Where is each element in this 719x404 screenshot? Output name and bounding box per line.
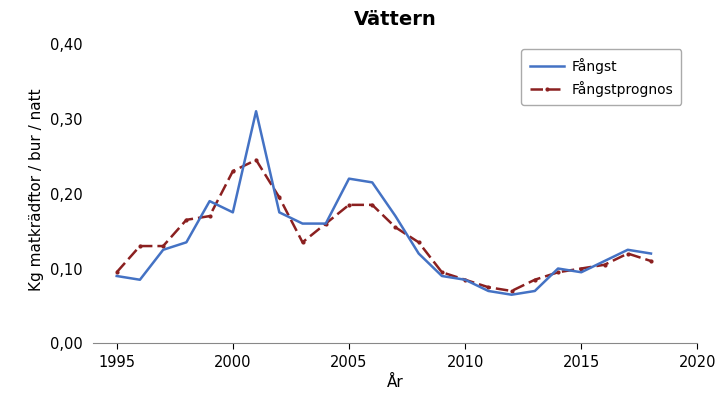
Fångst xyxy=(252,109,260,114)
Fångst xyxy=(484,288,493,293)
Fångst xyxy=(229,210,237,215)
Fångstprognos xyxy=(182,217,191,222)
Fångst xyxy=(646,251,655,256)
Fångstprognos xyxy=(531,277,539,282)
Fångstprognos xyxy=(252,158,260,162)
Fångstprognos xyxy=(298,240,307,245)
Fångst xyxy=(182,240,191,245)
Line: Fångst: Fångst xyxy=(116,111,651,295)
Fångst xyxy=(159,247,168,252)
Fångstprognos xyxy=(577,266,585,271)
Fångst xyxy=(391,214,400,219)
Fångst xyxy=(206,199,214,204)
Title: Vättern: Vättern xyxy=(354,10,437,29)
Fångst xyxy=(531,288,539,293)
Fångstprognos xyxy=(484,285,493,290)
Fångst xyxy=(461,277,470,282)
Fångstprognos xyxy=(206,214,214,219)
Fångst xyxy=(368,180,377,185)
Fångstprognos xyxy=(600,262,609,267)
Fångstprognos xyxy=(112,270,121,275)
Fångstprognos xyxy=(159,244,168,248)
Fångstprognos xyxy=(461,277,470,282)
Fångst xyxy=(623,247,632,252)
Fångst xyxy=(275,210,283,215)
Fångst xyxy=(344,176,353,181)
Fångst xyxy=(298,221,307,226)
Fångstprognos xyxy=(344,202,353,207)
Fångst xyxy=(600,259,609,263)
Fångstprognos xyxy=(391,225,400,230)
Fångstprognos xyxy=(438,270,446,275)
Fångst xyxy=(414,251,423,256)
Fångst xyxy=(136,277,145,282)
Fångst xyxy=(112,274,121,278)
Fångst xyxy=(438,274,446,278)
Fångst xyxy=(508,292,516,297)
Fångstprognos xyxy=(554,270,562,275)
Y-axis label: Kg matkrädftor / bur / natt: Kg matkrädftor / bur / natt xyxy=(29,88,44,291)
Legend: Fångst, Fångstprognos: Fångst, Fångstprognos xyxy=(521,49,682,105)
Fångstprognos xyxy=(136,244,145,248)
Fångst xyxy=(554,266,562,271)
Line: Fångstprognos: Fångstprognos xyxy=(114,158,653,293)
Fångstprognos xyxy=(321,221,330,226)
X-axis label: År: År xyxy=(387,375,404,390)
Fångst xyxy=(321,221,330,226)
Fångstprognos xyxy=(229,169,237,174)
Fångstprognos xyxy=(623,251,632,256)
Fångstprognos xyxy=(368,202,377,207)
Fångstprognos xyxy=(414,240,423,245)
Fångst xyxy=(577,270,585,275)
Fångstprognos xyxy=(275,195,283,200)
Fångstprognos xyxy=(508,288,516,293)
Fångstprognos xyxy=(646,259,655,263)
